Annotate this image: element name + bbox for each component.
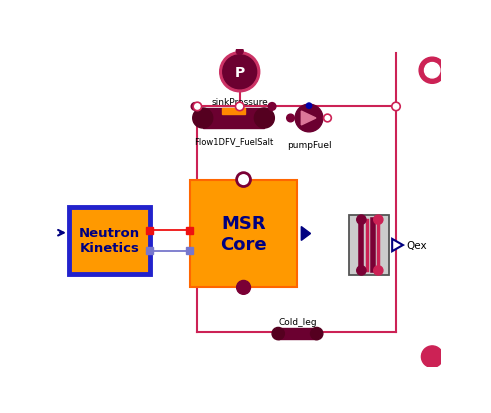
Bar: [203, 109, 264, 129]
Circle shape: [193, 103, 202, 112]
Circle shape: [237, 173, 250, 187]
Text: Flow1DFV_FuelSalt: Flow1DFV_FuelSalt: [194, 136, 273, 145]
Circle shape: [193, 109, 213, 129]
Circle shape: [223, 56, 257, 90]
Text: MSR
Core: MSR Core: [220, 215, 267, 253]
Polygon shape: [301, 227, 310, 241]
Circle shape: [236, 103, 244, 112]
Circle shape: [357, 266, 366, 275]
Circle shape: [310, 328, 323, 340]
Circle shape: [237, 281, 250, 294]
Circle shape: [374, 266, 383, 275]
Circle shape: [295, 105, 323, 133]
Circle shape: [254, 109, 274, 129]
Bar: [349, 216, 389, 275]
Circle shape: [421, 346, 443, 368]
Bar: [190, 180, 298, 288]
Circle shape: [268, 103, 276, 111]
Circle shape: [392, 103, 400, 112]
Bar: [186, 227, 193, 234]
Bar: [146, 227, 153, 234]
Circle shape: [191, 103, 199, 111]
Circle shape: [374, 216, 383, 225]
Circle shape: [236, 48, 243, 55]
Circle shape: [419, 58, 445, 84]
Circle shape: [287, 115, 295, 123]
Polygon shape: [301, 112, 316, 126]
Bar: [69, 207, 150, 275]
Text: P: P: [235, 66, 245, 80]
Circle shape: [306, 104, 312, 109]
Circle shape: [357, 216, 366, 225]
Text: sinkPressure: sinkPressure: [211, 98, 268, 107]
Circle shape: [425, 63, 440, 79]
Circle shape: [324, 115, 331, 123]
Bar: [186, 247, 193, 254]
Circle shape: [272, 328, 284, 340]
Bar: [278, 328, 317, 339]
Text: Qex: Qex: [406, 240, 427, 250]
Polygon shape: [392, 239, 403, 252]
Text: Cold_leg: Cold_leg: [278, 317, 317, 326]
Bar: [146, 247, 153, 254]
Bar: [222, 109, 245, 115]
Text: Neutron
Kinetics: Neutron Kinetics: [79, 227, 140, 255]
Circle shape: [219, 52, 260, 93]
Text: pumpFuel: pumpFuel: [287, 140, 331, 149]
